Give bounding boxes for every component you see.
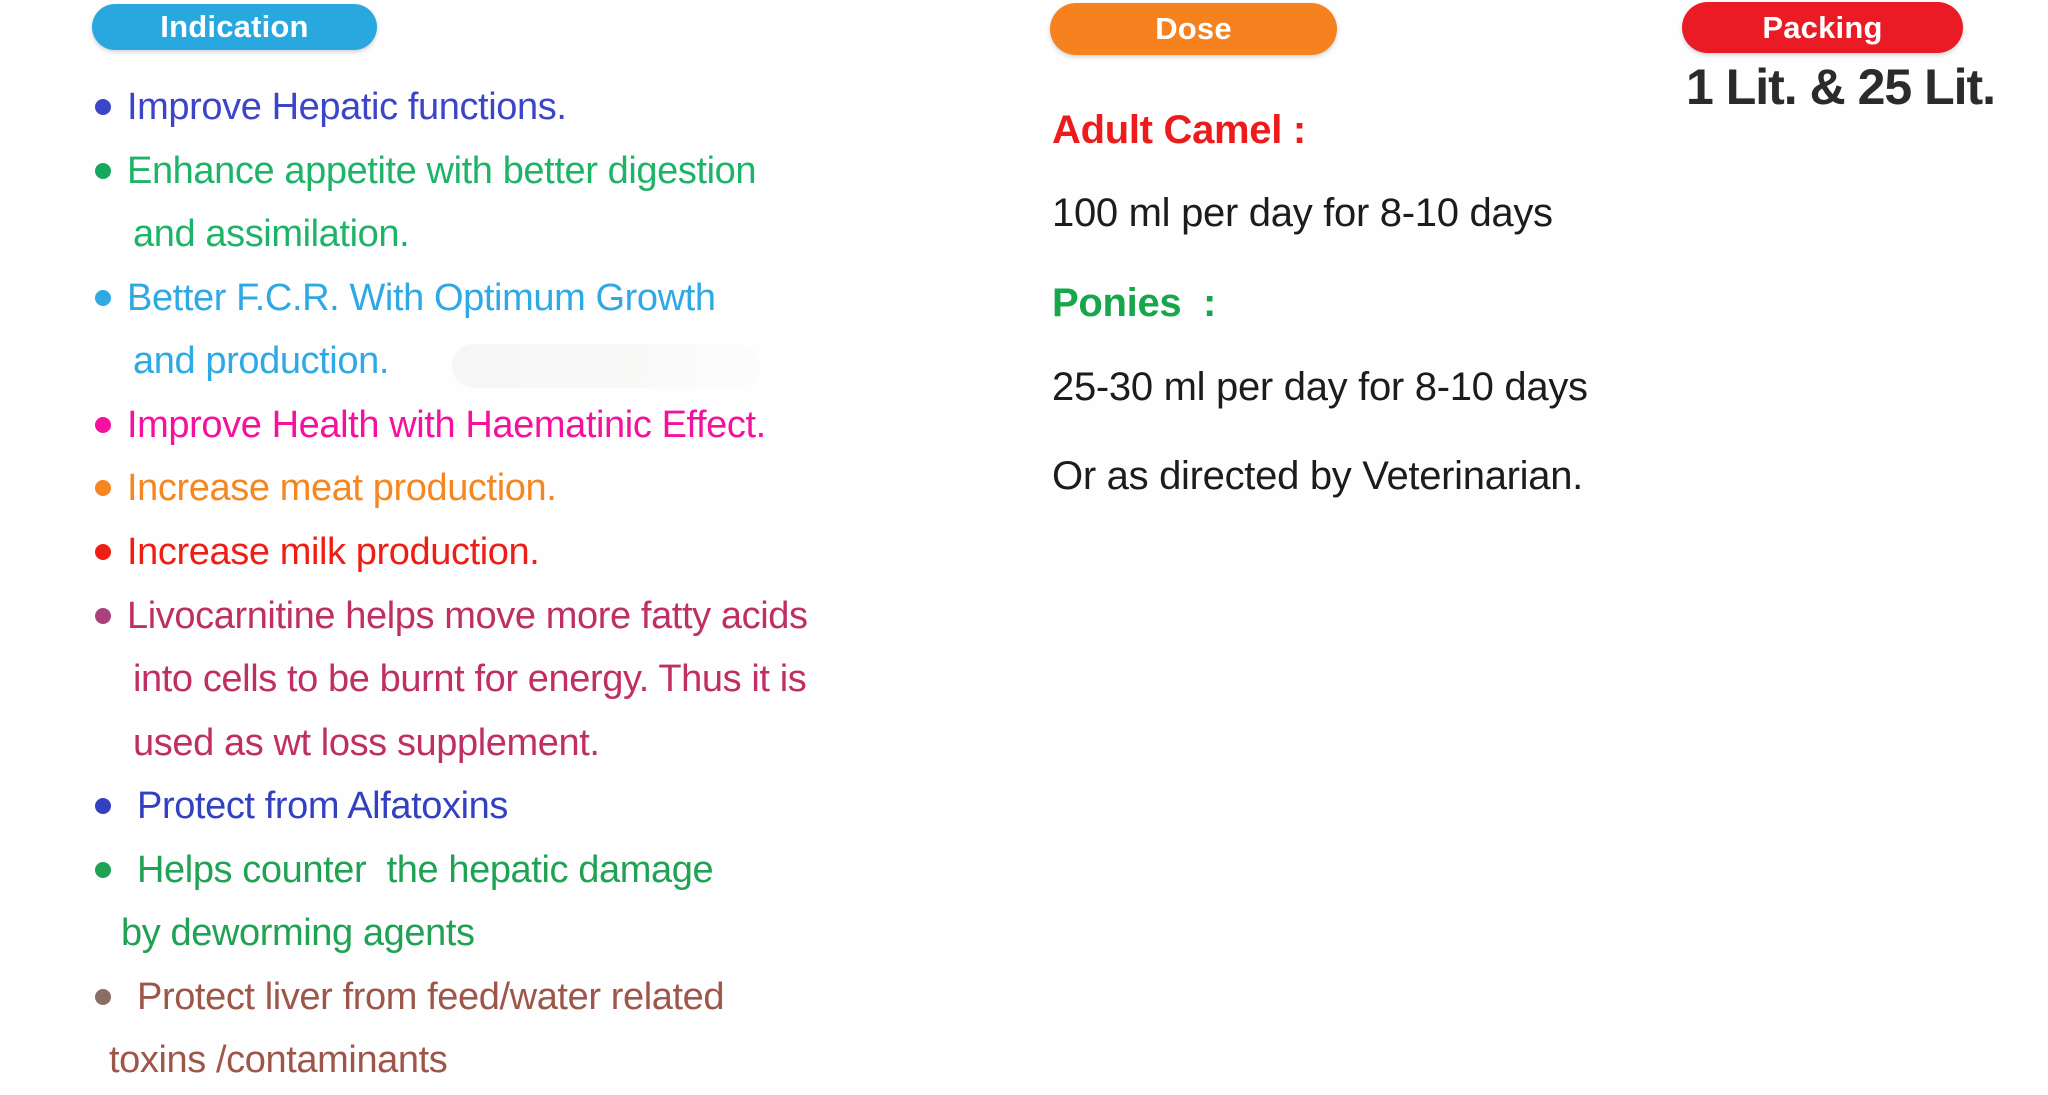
indication-item: Protect liver from feed/water related — [95, 968, 725, 1026]
indication-item: Enhance appetite with better digestion — [95, 142, 757, 200]
indication-item-text: Improve Hepatic functions. — [127, 85, 567, 128]
indication-item: Better F.C.R. With Optimum Growth — [95, 269, 716, 327]
indication-item-text: Protect liver from feed/water related — [137, 975, 725, 1018]
packing-header-label: Packing — [1762, 9, 1883, 45]
indication-item-text: Improve Health with Haematinic Effect. — [127, 403, 766, 446]
bullet-icon — [95, 417, 111, 433]
indication-item-text: Increase meat production. — [127, 466, 557, 509]
dose-note-text: Or as directed by Veterinarian. — [1052, 453, 1583, 498]
dose-amount: 25-30 ml per day for 8-10 days — [1052, 360, 1588, 414]
indication-header-pill: Indication — [92, 4, 377, 50]
indication-item-continuation: into cells to be burnt for energy. Thus … — [95, 650, 807, 708]
bullet-icon — [95, 480, 111, 496]
bullet-icon — [95, 798, 111, 814]
indication-item: Improve Hepatic functions. — [95, 78, 567, 136]
indication-item: Helps counter the hepatic damage — [95, 841, 714, 899]
indication-item-continuation: toxins /contaminants — [95, 1031, 448, 1089]
indication-item-text: into cells to be burnt for energy. Thus … — [133, 657, 807, 700]
dose-header-pill: Dose — [1050, 3, 1337, 55]
indication-item-text: Enhance appetite with better digestion — [127, 149, 757, 192]
bullet-icon — [95, 544, 111, 560]
dose-species-label: Adult Camel : — [1052, 107, 1306, 152]
indication-item-text: used as wt loss supplement. — [133, 721, 600, 764]
indication-item-text: Livocarnitine helps move more fatty acid… — [127, 594, 808, 637]
bullet-icon — [95, 290, 111, 306]
dose-header-label: Dose — [1155, 11, 1232, 46]
dose-amount-text: 100 ml per day for 8-10 days — [1052, 190, 1553, 235]
bullet-icon — [95, 989, 111, 1005]
indication-item-text: Increase milk production. — [127, 530, 540, 573]
indication-item: Increase meat production. — [95, 459, 557, 517]
indication-item-text: and production. — [133, 339, 389, 382]
indication-item-text: Protect from Alfatoxins — [137, 784, 508, 827]
dose-note: Or as directed by Veterinarian. — [1052, 449, 1583, 503]
packing-sizes: 1 Lit. & 25 Lit. — [1686, 58, 1996, 116]
dose-species-ponies: Ponies : — [1052, 276, 1216, 330]
dose-amount: 100 ml per day for 8-10 days — [1052, 186, 1553, 240]
indication-item-continuation: by deworming agents — [95, 904, 475, 962]
indication-item: Increase milk production. — [95, 523, 540, 581]
dose-amount-text: 25-30 ml per day for 8-10 days — [1052, 364, 1588, 409]
indication-header-label: Indication — [160, 9, 309, 44]
bullet-icon — [95, 163, 111, 179]
packing-header-pill: Packing — [1682, 2, 1963, 53]
indication-item: Improve Health with Haematinic Effect. — [95, 396, 766, 454]
indication-item-text: Better F.C.R. With Optimum Growth — [127, 276, 716, 319]
indication-item-text: by deworming agents — [121, 911, 475, 954]
bullet-icon — [95, 608, 111, 624]
indication-item: Protect from Alfatoxins — [95, 777, 508, 835]
bullet-icon — [95, 862, 111, 878]
erased-watermark — [452, 344, 760, 388]
packing-sizes-text: 1 Lit. & 25 Lit. — [1686, 59, 1996, 115]
indication-item-continuation: and assimilation. — [95, 205, 410, 263]
indication-item-continuation: and production. — [95, 332, 389, 390]
indication-item-continuation: used as wt loss supplement. — [95, 714, 600, 772]
bullet-icon — [95, 99, 111, 115]
dose-species-adult-camel: Adult Camel : — [1052, 103, 1306, 157]
dose-species-label: Ponies : — [1052, 280, 1216, 325]
indication-item-text: and assimilation. — [133, 212, 410, 255]
indication-item-text: toxins /contaminants — [109, 1038, 448, 1081]
indication-item: Livocarnitine helps move more fatty acid… — [95, 587, 808, 645]
indication-item-text: Helps counter the hepatic damage — [137, 848, 714, 891]
